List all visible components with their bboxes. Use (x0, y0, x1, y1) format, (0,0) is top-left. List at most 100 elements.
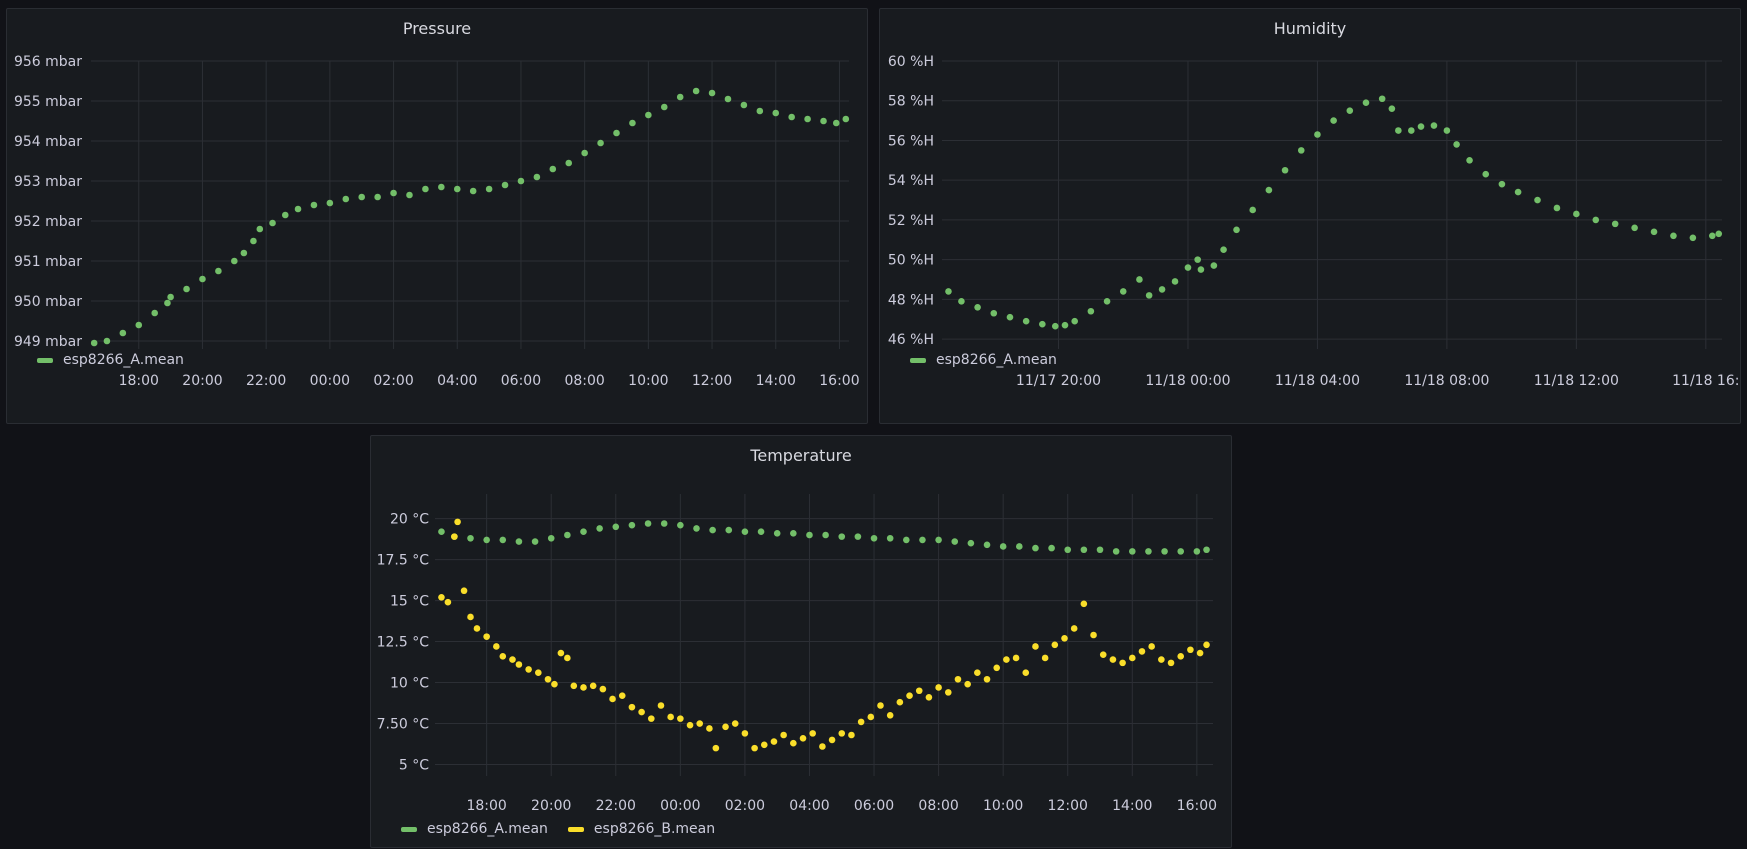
data-point[interactable] (1346, 107, 1354, 114)
data-point[interactable] (1443, 127, 1451, 134)
data-point[interactable] (1012, 654, 1020, 662)
data-point[interactable] (1417, 123, 1425, 130)
data-point[interactable] (799, 734, 807, 742)
data-point[interactable] (741, 730, 749, 737)
data-point[interactable] (1112, 548, 1120, 555)
data-point[interactable] (269, 219, 276, 227)
data-point[interactable] (1194, 256, 1201, 263)
data-point[interactable] (724, 95, 732, 103)
data-point[interactable] (1119, 659, 1126, 667)
data-point[interactable] (1689, 234, 1697, 242)
data-point[interactable] (1184, 264, 1192, 271)
data-point[interactable] (483, 633, 490, 640)
data-point[interactable] (1171, 278, 1179, 285)
data-point[interactable] (708, 89, 716, 97)
data-point[interactable] (1631, 224, 1638, 232)
data-point[interactable] (467, 534, 474, 542)
data-point[interactable] (867, 713, 875, 721)
data-point[interactable] (499, 653, 507, 660)
data-point[interactable] (422, 185, 429, 193)
data-point[interactable] (958, 298, 965, 305)
data-point[interactable] (740, 101, 748, 109)
data-point[interactable] (1145, 548, 1152, 555)
data-point[interactable] (164, 299, 171, 307)
data-point[interactable] (531, 538, 539, 545)
data-point[interactable] (151, 309, 158, 317)
data-point[interactable] (903, 536, 910, 544)
data-point[interactable] (1196, 649, 1204, 657)
data-point[interactable] (1611, 220, 1619, 228)
data-point[interactable] (515, 661, 523, 668)
data-point[interactable] (944, 689, 952, 696)
data-point[interactable] (731, 720, 739, 727)
data-point[interactable] (804, 115, 811, 123)
data-point[interactable] (756, 107, 764, 115)
data-point[interactable] (1650, 228, 1658, 236)
data-point[interactable] (485, 185, 493, 193)
data-point[interactable] (1099, 651, 1107, 658)
data-point[interactable] (660, 520, 668, 527)
data-point[interactable] (215, 267, 222, 275)
data-point[interactable] (1145, 292, 1153, 299)
data-point[interactable] (757, 528, 765, 536)
data-point[interactable] (692, 87, 700, 95)
data-point[interactable] (1592, 216, 1600, 224)
data-point[interactable] (515, 538, 523, 545)
data-point[interactable] (1087, 307, 1095, 315)
data-point[interactable] (1249, 206, 1257, 214)
data-point[interactable] (974, 303, 981, 311)
data-point[interactable] (580, 684, 587, 691)
data-point[interactable] (983, 541, 991, 549)
data-point[interactable] (1048, 544, 1055, 552)
data-point[interactable] (618, 692, 626, 699)
data-point[interactable] (549, 165, 557, 173)
data-point[interactable] (1573, 210, 1580, 218)
data-point[interactable] (629, 119, 636, 127)
data-point[interactable] (509, 656, 516, 663)
data-point[interactable] (1330, 117, 1337, 124)
data-point[interactable] (915, 687, 923, 695)
data-point[interactable] (467, 613, 474, 621)
data-point[interactable] (788, 113, 795, 121)
data-point[interactable] (547, 534, 555, 542)
data-point[interactable] (770, 738, 778, 745)
data-point[interactable] (1395, 127, 1402, 134)
data-point[interactable] (1080, 600, 1088, 608)
data-point[interactable] (1022, 317, 1030, 325)
data-point[interactable] (1051, 322, 1059, 330)
data-point[interactable] (1220, 246, 1227, 253)
data-point[interactable] (1187, 646, 1194, 654)
data-point[interactable] (1103, 298, 1111, 305)
legend-item-esp8266-a[interactable]: esp8266_A.mean (910, 352, 1057, 368)
data-point[interactable] (657, 702, 665, 709)
data-point[interactable] (551, 680, 558, 688)
data-point[interactable] (517, 177, 525, 185)
data-point[interactable] (119, 329, 127, 337)
data-point[interactable] (1006, 313, 1014, 321)
data-point[interactable] (612, 523, 620, 531)
data-point[interactable] (454, 518, 461, 526)
data-point[interactable] (686, 721, 694, 729)
data-point[interactable] (819, 743, 826, 750)
data-point[interactable] (974, 669, 981, 677)
data-point[interactable] (999, 543, 1007, 550)
data-point[interactable] (828, 736, 836, 744)
data-point[interactable] (135, 321, 143, 329)
data-point[interactable] (406, 191, 413, 199)
data-point[interactable] (1167, 659, 1175, 667)
data-point[interactable] (1514, 188, 1522, 196)
data-point[interactable] (1203, 546, 1210, 554)
data-point[interactable] (906, 692, 913, 699)
data-point[interactable] (820, 117, 827, 125)
data-point[interactable] (1203, 641, 1210, 649)
data-point[interactable] (453, 185, 461, 193)
data-point[interactable] (599, 685, 607, 693)
data-point[interactable] (1158, 286, 1166, 293)
data-point[interactable] (693, 525, 700, 532)
data-point[interactable] (1051, 641, 1059, 649)
data-point[interactable] (1670, 232, 1677, 240)
data-point[interactable] (809, 730, 817, 737)
data-point[interactable] (790, 739, 797, 747)
data-point[interactable] (1430, 122, 1438, 129)
data-point[interactable] (460, 587, 468, 595)
